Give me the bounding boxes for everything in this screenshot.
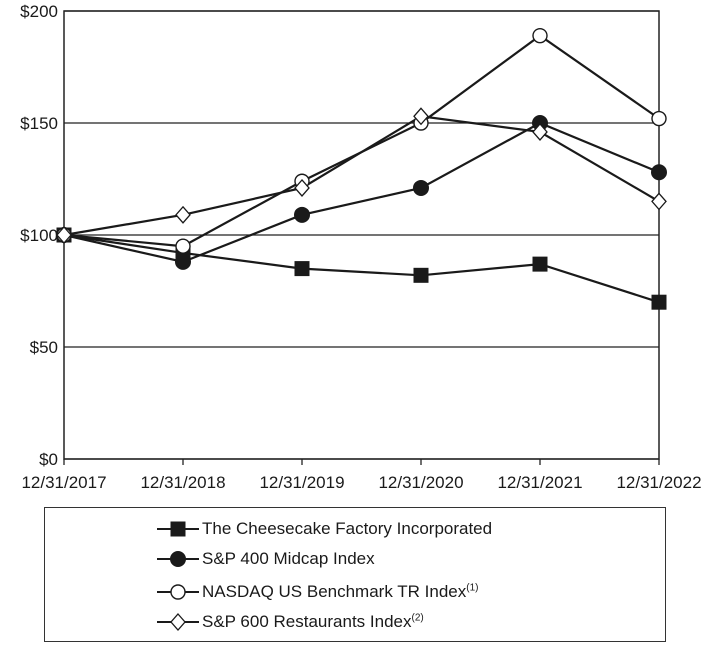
y-axis-ticks: $0 $50 $100 $150 $200 xyxy=(20,2,58,469)
data-point xyxy=(651,110,667,127)
legend-item-sp400-midcap: S&P 400 Midcap Index xyxy=(157,546,375,572)
data-point xyxy=(413,107,429,126)
legend-marker xyxy=(170,584,186,600)
legend-label: S&P 400 Midcap Index xyxy=(202,549,375,568)
legend-label: S&P 600 Restaurants Index(2) xyxy=(202,612,424,631)
data-point xyxy=(651,192,667,211)
x-tick-label: 12/31/2021 xyxy=(497,473,582,492)
data-point xyxy=(175,253,191,270)
y-tick-label: $200 xyxy=(20,2,58,21)
legend-item-sp600-restaurants: S&P 600 Restaurants Index(2) xyxy=(157,609,424,635)
data-point xyxy=(532,256,548,272)
data-point xyxy=(294,178,310,197)
x-tick-label: 12/31/2020 xyxy=(378,473,463,492)
legend-swatch-open-circle xyxy=(157,584,199,600)
data-point xyxy=(532,122,548,141)
x-tick-label: 12/31/2018 xyxy=(140,473,225,492)
data-point xyxy=(413,179,429,196)
y-tick-label: $150 xyxy=(20,114,58,133)
series-lines xyxy=(63,34,660,304)
x-tick-label: 12/31/2017 xyxy=(21,473,106,492)
data-point xyxy=(294,206,310,223)
data-point xyxy=(651,164,667,181)
legend-item-cheesecake-factory: The Cheesecake Factory Incorporated xyxy=(157,516,492,542)
legend-marker xyxy=(170,613,186,631)
series-line-1 xyxy=(63,121,660,264)
y-tick-label: $50 xyxy=(30,338,58,357)
legend-marker xyxy=(170,551,186,567)
legend-swatch-filled-circle xyxy=(157,551,199,567)
data-point xyxy=(532,27,548,44)
gridlines xyxy=(63,10,660,460)
legend: The Cheesecake Factory Incorporated S&P … xyxy=(44,507,666,642)
legend-label: NASDAQ US Benchmark TR Index(1) xyxy=(202,582,479,601)
legend-item-nasdaq-benchmark: NASDAQ US Benchmark TR Index(1) xyxy=(157,579,478,605)
data-point xyxy=(175,205,191,224)
legend-swatch-open-diamond xyxy=(157,613,199,631)
series-line-3 xyxy=(63,115,660,237)
legend-marker xyxy=(170,521,186,537)
x-axis-ticks: 12/31/2017 12/31/2018 12/31/2019 12/31/2020… xyxy=(21,459,702,492)
legend-label: The Cheesecake Factory Incorporated xyxy=(202,519,493,538)
series-markers xyxy=(56,27,667,310)
data-point xyxy=(294,261,310,277)
data-point xyxy=(651,294,667,310)
data-point xyxy=(56,226,72,244)
legend-swatch-filled-square xyxy=(157,521,199,537)
series-line-2 xyxy=(63,34,660,248)
data-point xyxy=(413,267,429,283)
y-tick-label: $100 xyxy=(20,226,58,245)
x-tick-label: 12/31/2022 xyxy=(616,473,701,492)
line-chart: $0$50$100$150$200 12/31/2017 12/31/2018 12… xyxy=(20,2,702,492)
series-line-0 xyxy=(63,233,660,304)
data-point xyxy=(175,238,191,254)
x-tick-label: 12/31/2019 xyxy=(259,473,344,492)
y-tick-label: $0 xyxy=(39,450,58,469)
